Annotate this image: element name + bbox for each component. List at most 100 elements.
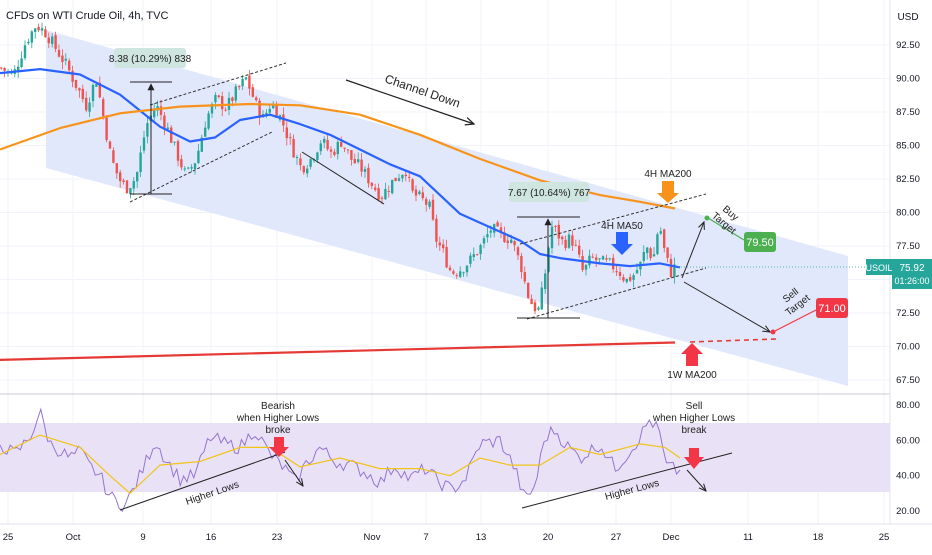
candle-body — [323, 138, 326, 143]
candle-body — [663, 229, 666, 248]
candle-body — [404, 174, 407, 177]
price-tick-label: 77.50 — [896, 241, 920, 252]
candle-body — [142, 137, 146, 151]
candle-body — [285, 127, 288, 139]
price-axis[interactable]: 92.5090.0087.5085.0082.5080.0077.5075.00… — [896, 40, 920, 386]
candle-body — [136, 172, 139, 182]
price-badge — [892, 259, 932, 289]
rsi-line — [0, 407, 681, 513]
candle-body — [125, 180, 129, 194]
ma200-line — [0, 102, 676, 210]
buy-target-value: 79.50 — [746, 237, 774, 249]
candle-body — [336, 141, 339, 155]
candle-body — [108, 141, 112, 149]
buy-projection — [681, 222, 704, 279]
candle-body — [91, 84, 95, 102]
candle-body — [346, 149, 350, 151]
rsi-ma-line — [0, 434, 681, 495]
candle-body — [295, 156, 299, 158]
candle-body — [217, 95, 220, 97]
sell-target-value: 71.00 — [818, 303, 846, 315]
candle-body — [85, 97, 88, 111]
candle-body — [34, 28, 37, 32]
candle-body — [119, 172, 122, 181]
rsi-sell-arrow-icon — [684, 448, 704, 469]
candle-body — [163, 115, 166, 128]
buy-target-dot — [704, 215, 710, 221]
candle-body — [615, 271, 618, 273]
candle-body — [438, 242, 441, 246]
candle-body — [57, 49, 61, 57]
candle-body — [635, 270, 639, 274]
candle-body — [197, 150, 200, 164]
candle-body — [496, 222, 499, 227]
candle-body — [608, 258, 611, 260]
candle-body — [533, 302, 537, 312]
candle-body — [299, 158, 302, 166]
candle-body — [673, 264, 676, 278]
range-label-1: 8.38 (10.29%) 838 — [109, 54, 192, 65]
ma50-line — [0, 68, 681, 269]
candle-body — [115, 163, 118, 174]
candle-body — [374, 187, 377, 190]
candle-body — [598, 258, 601, 260]
rsi-lines — [0, 407, 681, 513]
candle-body — [173, 141, 176, 143]
sub-channel-2 — [519, 193, 707, 320]
candle-body — [574, 244, 577, 246]
time-tick-label: 13 — [476, 532, 487, 543]
time-tick-label: 7 — [423, 532, 428, 543]
candle-body — [591, 256, 594, 258]
candle-body — [214, 95, 217, 103]
time-tick-label: 18 — [813, 532, 824, 543]
candle-body — [357, 159, 360, 163]
candle-body — [20, 58, 23, 67]
candle-body — [445, 247, 448, 268]
candle-body — [530, 298, 533, 305]
candle-body — [98, 82, 101, 98]
candle-body — [527, 282, 530, 298]
candle-body — [61, 55, 64, 63]
candle-body — [71, 70, 74, 82]
candle-body — [476, 254, 479, 256]
candle-body — [544, 273, 547, 290]
candle-body — [510, 239, 513, 243]
candle-body — [74, 79, 78, 88]
rsi-tick-label: 80.00 — [896, 400, 920, 411]
candle-body — [210, 103, 214, 114]
candle-body — [401, 174, 404, 179]
candle-body — [578, 245, 581, 255]
time-axis[interactable]: 25 Oct 9 16 23 Nov 7 13 20 27 Dec 11 18 25 — [3, 532, 890, 543]
price-tick-label: 67.50 — [896, 375, 920, 386]
candle-body — [649, 248, 652, 259]
range-measure-2 — [517, 216, 580, 319]
candle-body — [302, 166, 305, 173]
candle-body — [319, 143, 322, 152]
time-tick-label: 23 — [272, 532, 283, 543]
candle-body — [479, 244, 482, 255]
candle-body — [448, 267, 452, 271]
candle-body — [353, 159, 356, 164]
time-tick-label: 25 — [3, 532, 14, 543]
candle-body — [193, 163, 197, 170]
rsi-bearish-note: Bearish when Higher Lows broke — [236, 401, 319, 436]
price-tick-label: 70.00 — [896, 342, 920, 353]
candle-body — [248, 75, 251, 89]
candle-body — [459, 271, 462, 277]
current-price-value: 75.92 — [899, 263, 924, 274]
candle-body — [44, 29, 47, 38]
rsi-axis[interactable]: 80.00 60.00 40.00 20.00 — [896, 400, 920, 517]
price-tick-label: 90.00 — [896, 74, 920, 85]
candle-body — [204, 127, 207, 137]
candle-body — [462, 272, 465, 274]
candle-body — [54, 35, 57, 49]
candle-body — [584, 264, 588, 270]
candle-body — [221, 96, 224, 110]
time-tick-label: 25 — [879, 532, 890, 543]
candle-body — [465, 265, 469, 273]
buy-target-badge — [744, 232, 776, 252]
rsi-bearish-arrow-icon — [269, 437, 289, 457]
candle-body — [625, 278, 628, 283]
time-tick-label: 11 — [743, 532, 753, 543]
